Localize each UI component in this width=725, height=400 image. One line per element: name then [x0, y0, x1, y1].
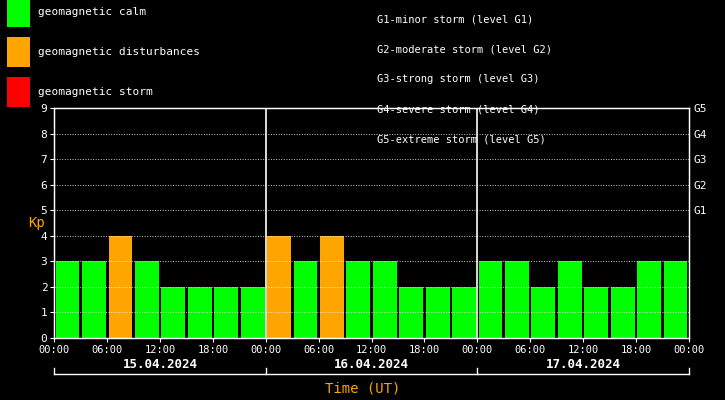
Bar [188, 287, 212, 338]
Bar [610, 287, 634, 338]
Bar [584, 287, 608, 338]
Text: geomagnetic storm: geomagnetic storm [38, 87, 152, 97]
Bar [373, 261, 397, 338]
Bar [267, 236, 291, 338]
Bar [56, 261, 80, 338]
Text: G2-moderate storm (level G2): G2-moderate storm (level G2) [377, 44, 552, 54]
Bar [663, 261, 687, 338]
Bar [162, 287, 185, 338]
Text: G5-extreme storm (level G5): G5-extreme storm (level G5) [377, 134, 546, 144]
Bar [241, 287, 265, 338]
Bar [637, 261, 661, 338]
Bar [347, 261, 370, 338]
Text: 15.04.2024: 15.04.2024 [123, 358, 198, 370]
Y-axis label: Kp: Kp [28, 216, 45, 230]
Bar [215, 287, 238, 338]
Bar [478, 261, 502, 338]
Bar [505, 261, 529, 338]
Text: G4-severe storm (level G4): G4-severe storm (level G4) [377, 104, 539, 114]
Bar [399, 287, 423, 338]
Text: 17.04.2024: 17.04.2024 [545, 358, 621, 370]
Text: 16.04.2024: 16.04.2024 [334, 358, 409, 370]
Bar [531, 287, 555, 338]
Bar [294, 261, 318, 338]
Text: G1-minor storm (level G1): G1-minor storm (level G1) [377, 14, 534, 24]
Bar [426, 287, 450, 338]
Bar [135, 261, 159, 338]
Bar [558, 261, 581, 338]
Bar [320, 236, 344, 338]
Text: G3-strong storm (level G3): G3-strong storm (level G3) [377, 74, 539, 84]
Bar [109, 236, 133, 338]
Bar [452, 287, 476, 338]
Text: geomagnetic disturbances: geomagnetic disturbances [38, 47, 199, 57]
Text: geomagnetic calm: geomagnetic calm [38, 7, 146, 17]
Text: Time (UT): Time (UT) [325, 382, 400, 396]
Bar [82, 261, 106, 338]
